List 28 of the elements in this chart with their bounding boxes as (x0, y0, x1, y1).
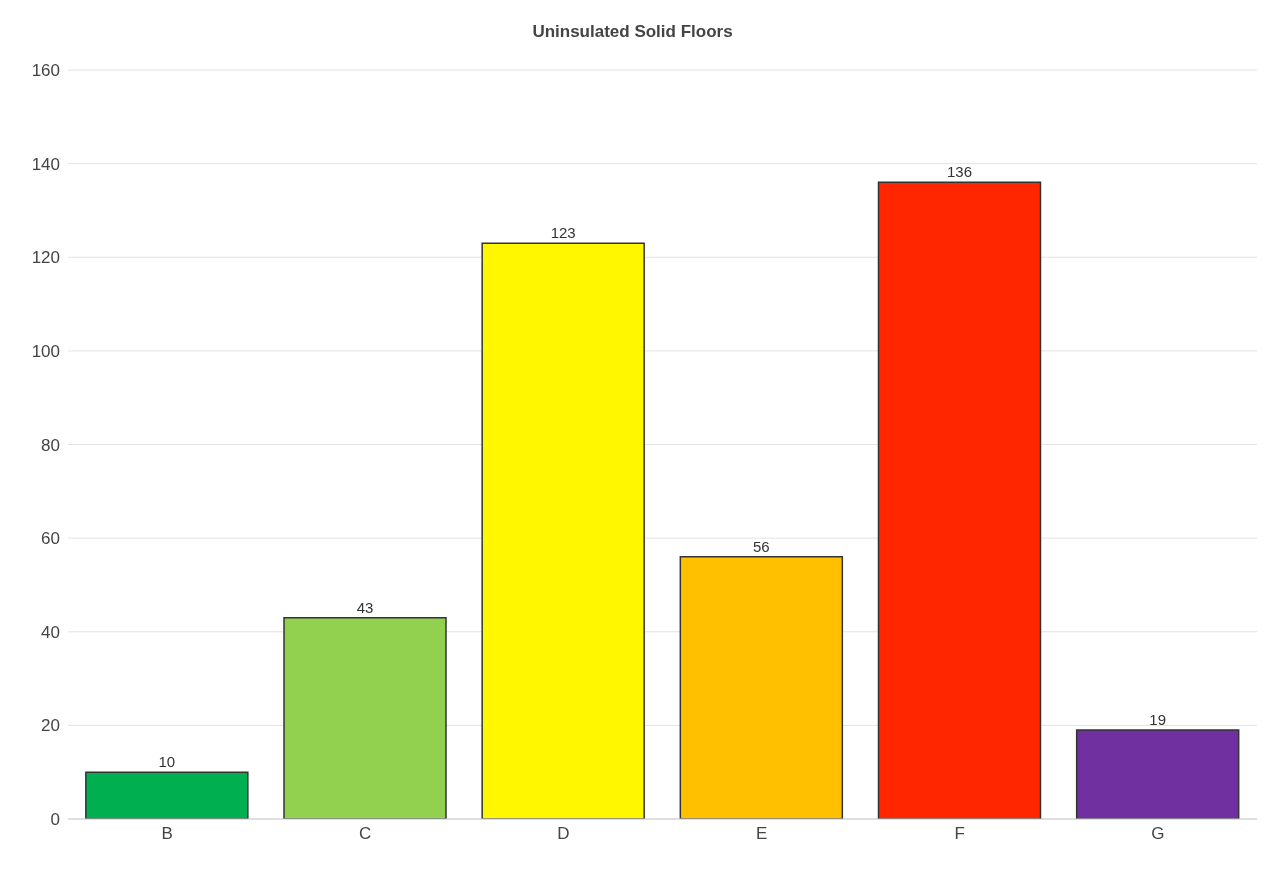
data-label: 123 (550, 224, 576, 242)
data-label: 10 (158, 753, 176, 771)
data-label: 19 (1149, 711, 1167, 729)
x-tick-label: G (1151, 824, 1165, 844)
data-label: 43 (356, 598, 374, 616)
y-tick-label: 140 (31, 154, 60, 174)
y-tick-label: 160 (31, 61, 60, 81)
y-tick-label: 100 (31, 341, 60, 361)
y-tick-label: 120 (31, 248, 60, 268)
bar (283, 616, 447, 819)
x-tick-label: D (557, 824, 570, 844)
y-tick-label: 40 (41, 622, 60, 642)
bar (1075, 729, 1240, 819)
data-label: 136 (946, 163, 973, 181)
y-tick-label: 60 (41, 529, 60, 549)
x-tick-label: E (755, 824, 768, 844)
bar (679, 556, 844, 819)
bar (85, 771, 249, 819)
x-tick-label: B (161, 824, 173, 844)
data-label: 56 (752, 537, 770, 555)
y-tick-label: 80 (41, 435, 60, 455)
x-tick-label: C (359, 824, 372, 844)
chart-title: Uninsulated Solid Floors (531, 22, 734, 42)
bar (877, 181, 1042, 819)
bar (481, 242, 645, 819)
y-tick-label: 20 (41, 716, 60, 736)
x-tick-label: F (954, 824, 965, 844)
y-tick-label: 0 (50, 810, 60, 830)
